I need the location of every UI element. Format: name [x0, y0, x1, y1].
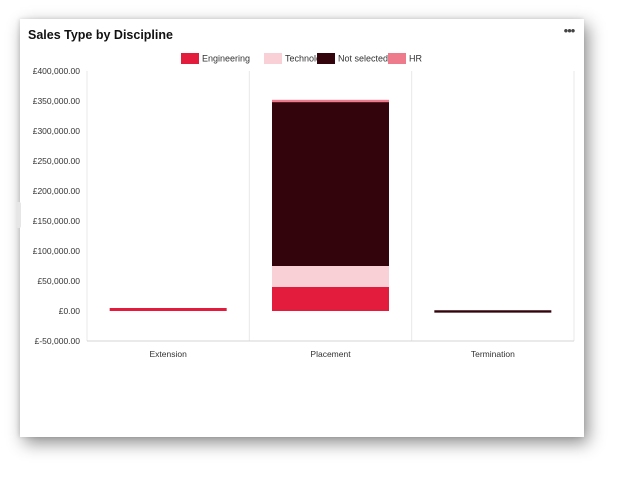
chart-canvas: Engineering Technology Not selected HR £400… [33, 53, 575, 359]
bar-placement-hr[interactable] [272, 99, 389, 103]
y-tick-label: £-50,000.00 [35, 336, 81, 346]
legend-label-hr[interactable]: HR [409, 54, 422, 64]
bar-placement-technology[interactable] [272, 266, 389, 287]
x-tick-label: Termination [471, 349, 515, 359]
legend-swatch-not-selected[interactable] [317, 53, 335, 64]
y-tick-label: £200,000.00 [33, 186, 81, 196]
chart-legend[interactable]: Engineering Technology Not selected HR [181, 53, 422, 64]
y-tick-label: £0.00 [59, 306, 81, 316]
chart-bars [109, 99, 552, 313]
chart-axes: £400,000.00 £350,000.00 £300,000.00 £250,00… [33, 66, 575, 346]
legend-label-technology[interactable]: Technology [285, 54, 331, 64]
bar-placement-engineering[interactable] [272, 287, 389, 311]
more-horizontal-icon[interactable]: ••• [563, 23, 576, 38]
y-tick-label: £50,000.00 [37, 276, 80, 286]
x-axis-labels: Extension Placement Termination [149, 349, 515, 359]
legend-label-engineering[interactable]: Engineering [202, 54, 250, 64]
y-tick-label: £150,000.00 [33, 216, 81, 226]
legend-label-not-selected[interactable]: Not selected [338, 54, 388, 64]
legend-swatch-technology[interactable] [264, 53, 282, 64]
y-tick-label: £350,000.00 [33, 96, 81, 106]
bar-placement-not-selected[interactable] [272, 101, 389, 266]
legend-swatch-hr[interactable] [388, 53, 406, 64]
y-tick-label: £100,000.00 [33, 246, 81, 256]
legend-swatch-engineering[interactable] [181, 53, 199, 64]
bar-extension-engineering[interactable] [109, 308, 227, 311]
y-tick-label: £400,000.00 [33, 66, 81, 76]
bar-termination-not-selected[interactable] [434, 310, 552, 313]
chart-card: Sales Type by Discipline ••• Engineering… [17, 19, 584, 437]
y-tick-label: £300,000.00 [33, 126, 81, 136]
chart-title: Sales Type by Discipline [28, 28, 173, 42]
x-tick-label: Extension [149, 349, 187, 359]
y-tick-label: £250,000.00 [33, 156, 81, 166]
resize-handle[interactable] [17, 202, 21, 228]
x-tick-label: Placement [310, 349, 351, 359]
